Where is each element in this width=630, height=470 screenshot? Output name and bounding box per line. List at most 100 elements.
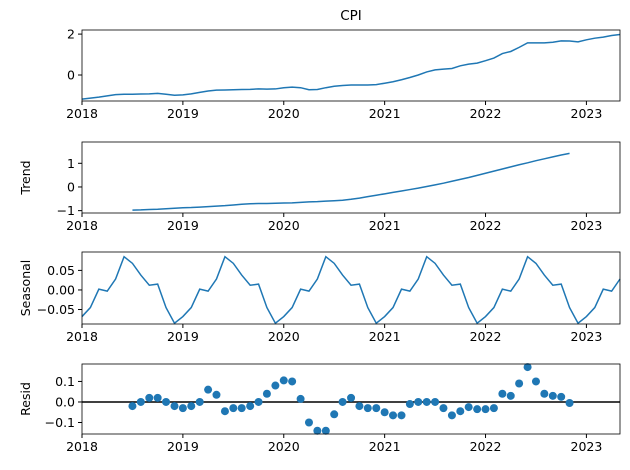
point bbox=[347, 393, 356, 402]
x-tick-label: 2023 bbox=[571, 439, 603, 454]
x-tick-label: 2019 bbox=[167, 218, 199, 233]
point bbox=[355, 402, 364, 411]
point bbox=[212, 390, 221, 399]
x-tick-label: 2018 bbox=[66, 106, 98, 121]
x-tick-label: 2020 bbox=[268, 218, 300, 233]
point bbox=[489, 404, 498, 413]
point bbox=[372, 404, 381, 413]
y-tick-label: 0.1 bbox=[55, 374, 75, 389]
point bbox=[178, 404, 187, 413]
point bbox=[128, 402, 137, 411]
y-tick-label: −0.05 bbox=[37, 302, 75, 317]
point bbox=[481, 405, 490, 414]
point bbox=[271, 381, 280, 390]
series-line bbox=[81, 33, 621, 100]
x-tick-label: 2018 bbox=[66, 439, 98, 454]
point bbox=[254, 397, 263, 406]
y-tick-label: −0.1 bbox=[45, 415, 75, 430]
point bbox=[414, 397, 423, 406]
y-tick-label: 1 bbox=[67, 156, 75, 171]
y-tick-label: 0.00 bbox=[47, 282, 75, 297]
point bbox=[145, 393, 154, 402]
point bbox=[162, 397, 171, 406]
x-tick-label: 2022 bbox=[470, 439, 502, 454]
point bbox=[246, 402, 255, 411]
x-tick-label: 2020 bbox=[268, 439, 300, 454]
point bbox=[195, 397, 204, 406]
point bbox=[523, 363, 532, 372]
point bbox=[565, 399, 574, 408]
x-tick-label: 2022 bbox=[470, 106, 502, 121]
point bbox=[136, 397, 145, 406]
point bbox=[548, 391, 557, 400]
point bbox=[506, 391, 515, 400]
x-tick-label: 2020 bbox=[268, 106, 300, 121]
y-axis-label: Seasonal bbox=[18, 260, 33, 317]
point bbox=[531, 377, 540, 386]
point bbox=[187, 402, 196, 411]
point bbox=[439, 404, 448, 413]
y-axis-label: Resid bbox=[18, 382, 33, 416]
point bbox=[262, 389, 271, 398]
point bbox=[557, 392, 566, 401]
x-tick-label: 2021 bbox=[369, 218, 401, 233]
point bbox=[397, 411, 406, 420]
x-tick-label: 2021 bbox=[369, 439, 401, 454]
series-line bbox=[132, 152, 570, 211]
point bbox=[313, 426, 322, 435]
point bbox=[405, 400, 414, 409]
point bbox=[380, 408, 389, 417]
x-tick-label: 2023 bbox=[571, 106, 603, 121]
point bbox=[220, 407, 229, 416]
point bbox=[321, 426, 330, 435]
x-tick-label: 2023 bbox=[571, 329, 603, 344]
x-tick-label: 2019 bbox=[167, 439, 199, 454]
y-tick-label: 0.05 bbox=[47, 263, 75, 278]
y-tick-label: 0.0 bbox=[55, 394, 75, 409]
point bbox=[540, 389, 549, 398]
point bbox=[153, 393, 162, 402]
point bbox=[204, 385, 213, 394]
x-tick-label: 2022 bbox=[470, 218, 502, 233]
point bbox=[456, 407, 465, 416]
point bbox=[422, 397, 431, 406]
point bbox=[338, 397, 347, 406]
point bbox=[389, 411, 398, 420]
y-tick-label: 0 bbox=[67, 179, 75, 194]
y-axis-label: Trend bbox=[18, 160, 33, 195]
point bbox=[431, 397, 440, 406]
point bbox=[363, 404, 372, 413]
x-tick-label: 2021 bbox=[369, 106, 401, 121]
x-tick-label: 2018 bbox=[66, 329, 98, 344]
point bbox=[304, 418, 313, 427]
x-tick-label: 2018 bbox=[66, 218, 98, 233]
y-tick-label: −1 bbox=[57, 203, 75, 218]
point bbox=[330, 410, 339, 419]
point bbox=[237, 404, 246, 413]
point bbox=[288, 377, 297, 386]
x-tick-label: 2023 bbox=[571, 218, 603, 233]
point bbox=[229, 404, 238, 413]
point bbox=[464, 403, 473, 412]
x-tick-label: 2020 bbox=[268, 329, 300, 344]
point bbox=[473, 405, 482, 414]
x-tick-label: 2021 bbox=[369, 329, 401, 344]
x-tick-label: 2019 bbox=[167, 329, 199, 344]
point bbox=[447, 411, 456, 420]
y-tick-label: 2 bbox=[67, 27, 75, 42]
point bbox=[498, 389, 507, 398]
x-tick-label: 2022 bbox=[470, 329, 502, 344]
y-tick-label: 0 bbox=[67, 68, 75, 83]
axes-frame bbox=[81, 29, 621, 102]
point bbox=[515, 379, 524, 388]
axes-frame bbox=[81, 363, 621, 435]
point bbox=[279, 376, 288, 385]
point bbox=[296, 394, 305, 403]
axes-frame bbox=[81, 141, 621, 214]
series-line bbox=[81, 255, 621, 325]
axes-frame bbox=[81, 251, 621, 325]
x-tick-label: 2019 bbox=[167, 106, 199, 121]
point bbox=[170, 402, 179, 411]
chart-title: CPI bbox=[340, 8, 362, 24]
